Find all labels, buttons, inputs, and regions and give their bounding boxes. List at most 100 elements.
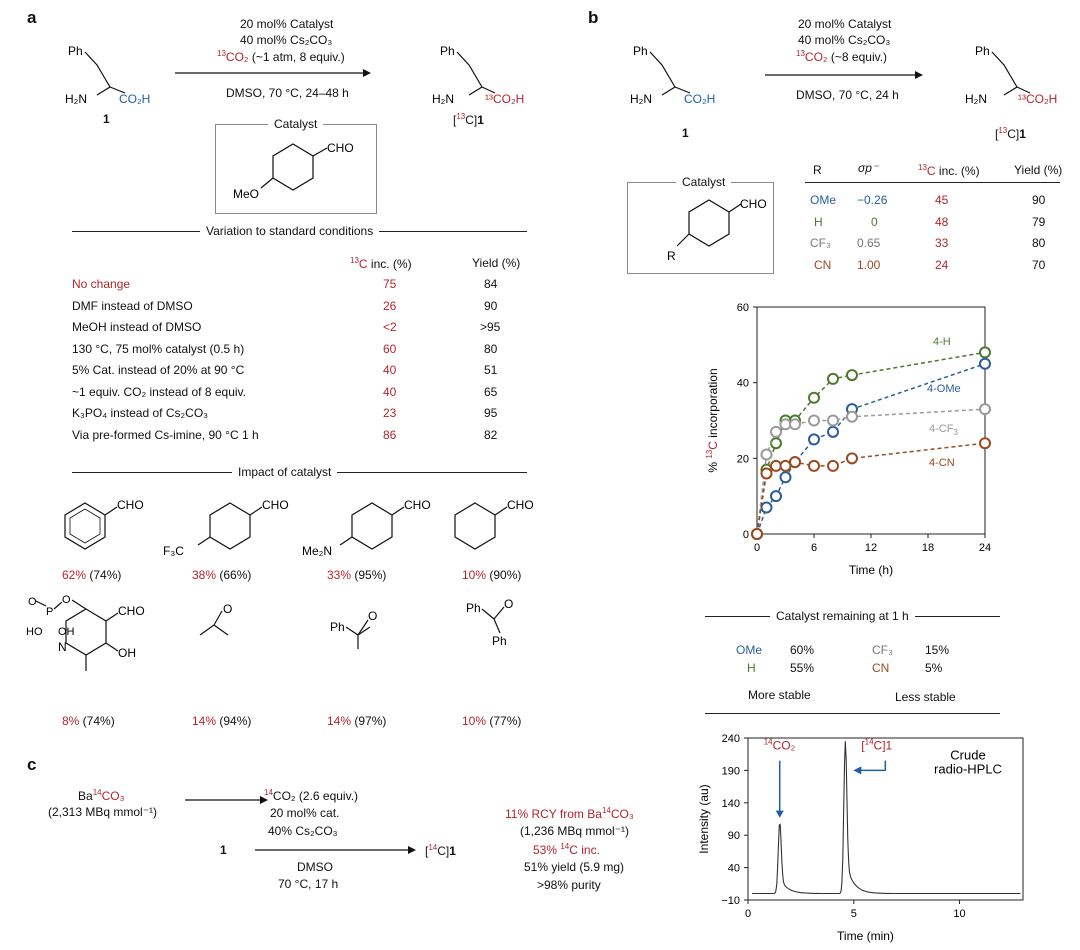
- svg-text:H₂N: H₂N: [432, 92, 454, 106]
- x-tick-label: 6: [811, 542, 817, 554]
- y-tick-label: 90: [728, 830, 740, 842]
- impact-title: Impact of catalyst: [232, 465, 338, 479]
- plp-structure: O P O HO OH CHO OH N: [26, 594, 145, 671]
- variation-condition: 5% Cat. instead of 20% at 90 °C: [72, 363, 245, 377]
- result-inc: 53% 14C inc.: [533, 842, 600, 857]
- x-tick-label: 18: [922, 542, 934, 554]
- catalyst-title-b: Catalyst: [676, 175, 732, 189]
- svg-text:CHO: CHO: [327, 141, 354, 155]
- remaining-value: 15%: [925, 643, 950, 657]
- variation-col-inc: 13C inc. (%): [350, 256, 412, 271]
- series-label-4-h: 4-H: [933, 336, 951, 348]
- x-axis-label: Time (min): [837, 929, 894, 943]
- svg-text:R: R: [667, 249, 676, 263]
- table-b-inc: 48: [935, 214, 949, 229]
- series-line-4-H: [756, 351, 986, 535]
- data-point-4-CN: [751, 528, 763, 540]
- impact-inc: 62%: [62, 568, 87, 582]
- x-tick-label: 24: [979, 542, 991, 554]
- table-b-sigma: 0.65: [857, 236, 881, 250]
- hplc-trace: [752, 741, 1021, 895]
- variation-inc: 40: [383, 363, 397, 377]
- remaining-value: 55%: [790, 661, 815, 675]
- variation-inc: 75: [383, 277, 397, 291]
- data-point-4-OMe: [808, 433, 820, 446]
- impact-result: 14% (97%): [327, 714, 386, 728]
- remaining-title: Catalyst remaining at 1 h: [770, 609, 915, 623]
- table-b-r: CF₃: [810, 236, 831, 250]
- svg-text:CHO: CHO: [404, 498, 431, 512]
- y-tick-label: 40: [728, 863, 740, 875]
- impact-result: 10% (90%): [462, 568, 521, 582]
- data-point-4-CN: [760, 467, 773, 480]
- table-b-col-yield: Yield (%): [1014, 163, 1063, 177]
- x-tick-label: 10: [953, 908, 965, 920]
- result-activity: (1,236 MBq mmol⁻¹): [520, 824, 630, 838]
- impact-result: 62% (74%): [62, 568, 121, 582]
- anisaldehyde-structure: CHO MeO: [233, 141, 354, 201]
- kinetics-chart: 0 20 40 60 0 6 12 18 24 Time (h) % 13C incorporati…: [705, 302, 991, 577]
- series-label-4-ome: 4-OMe: [927, 383, 961, 395]
- svg-text:Ph: Ph: [633, 44, 648, 58]
- svg-text:¹³CO₂H: ¹³CO₂H: [1018, 92, 1057, 106]
- cond-c-4: DMSO: [297, 860, 333, 874]
- svg-text:Me₂N: Me₂N: [302, 544, 332, 558]
- svg-text:Ph: Ph: [492, 634, 507, 648]
- svg-text:CHO: CHO: [740, 197, 767, 211]
- product-label-c: [14C]1: [425, 843, 456, 858]
- impact-yield: (66%): [216, 568, 252, 582]
- data-point-4-CF3: [979, 403, 991, 416]
- catalyst-title-a: Catalyst: [268, 117, 324, 131]
- variation-condition: ~1 equiv. CO₂ instead of 8 equiv.: [72, 384, 246, 399]
- impact-yield: (97%): [351, 714, 387, 728]
- remaining-r: CF₃: [872, 643, 893, 657]
- cond-a-4: DMSO, 70 °C, 24–48 h: [226, 86, 349, 100]
- y-axis-label: Intensity (au): [697, 784, 711, 853]
- impact-inc: 10%: [462, 568, 487, 582]
- variation-yield: 82: [484, 427, 498, 442]
- data-point-4-CF3: [770, 425, 782, 438]
- cond-a-1: 20 mol% Catalyst: [240, 17, 334, 31]
- hplc-title-line1: Crude: [950, 747, 985, 762]
- variation-condition: 130 °C, 75 mol% catalyst (0.5 h): [72, 341, 245, 356]
- data-point-4-CN: [779, 459, 792, 472]
- panel-a-label: a: [27, 8, 37, 27]
- remaining-value: 60%: [790, 643, 815, 657]
- table-b-sigma: 0: [871, 214, 878, 229]
- svg-text:H₂N: H₂N: [630, 92, 652, 106]
- impact-yield: (95%): [351, 568, 387, 582]
- remaining-r: OMe: [736, 643, 763, 657]
- impact-result: 33% (95%): [327, 568, 386, 582]
- series-label-4-cf3: 4-CF3: [929, 423, 958, 437]
- panel-b-reaction-structures: Ph H₂N CO₂H Ph H₂N ¹³CO₂H: [630, 44, 1057, 106]
- variation-inc: 60: [383, 341, 397, 356]
- table-b-inc: 24: [935, 257, 949, 272]
- peak-arrowhead-product: [853, 766, 862, 775]
- svg-text:O: O: [223, 602, 232, 616]
- data-point-4-OMe: [770, 490, 782, 503]
- data-point-4-H: [770, 437, 782, 450]
- data-point-4-CN: [846, 452, 858, 465]
- svg-text:Ph: Ph: [440, 44, 455, 58]
- svg-text:CHO: CHO: [262, 498, 289, 512]
- benzaldehyde-structure: CHO: [64, 498, 144, 550]
- benzophenone-structure: Ph O Ph: [466, 597, 513, 648]
- result-yield: 51% yield (5.9 mg): [524, 860, 625, 874]
- impact-yield: (90%): [486, 568, 522, 582]
- ba14co3: Ba14CO₃: [78, 788, 125, 803]
- table-b-rule: [805, 182, 1060, 183]
- table-b-col-inc: 13C inc. (%): [918, 163, 980, 178]
- panel-c-arrows: [185, 796, 416, 854]
- impact-yield: (77%): [486, 714, 522, 728]
- svg-text:¹³CO₂H: ¹³CO₂H: [485, 92, 524, 106]
- table-b-r: CN: [814, 257, 832, 272]
- y-tick-label: 20: [737, 453, 749, 465]
- data-point-4-CN: [789, 456, 801, 469]
- impact-catalyst-structures: CHO CHO F₃C CHO Me₂N CHO O P O HO OH CHO…: [26, 498, 534, 671]
- data-point-4-CF3: [760, 448, 773, 461]
- svg-text:Ph: Ph: [330, 620, 345, 634]
- data-point-4-CF3: [808, 414, 820, 427]
- y-tick-label: 60: [737, 302, 749, 314]
- panel-a-reaction-structures: Ph H₂N CO₂H Ph H₂N ¹³CO₂H: [65, 44, 524, 106]
- cond-c-2: 20 mol% cat.: [270, 806, 340, 820]
